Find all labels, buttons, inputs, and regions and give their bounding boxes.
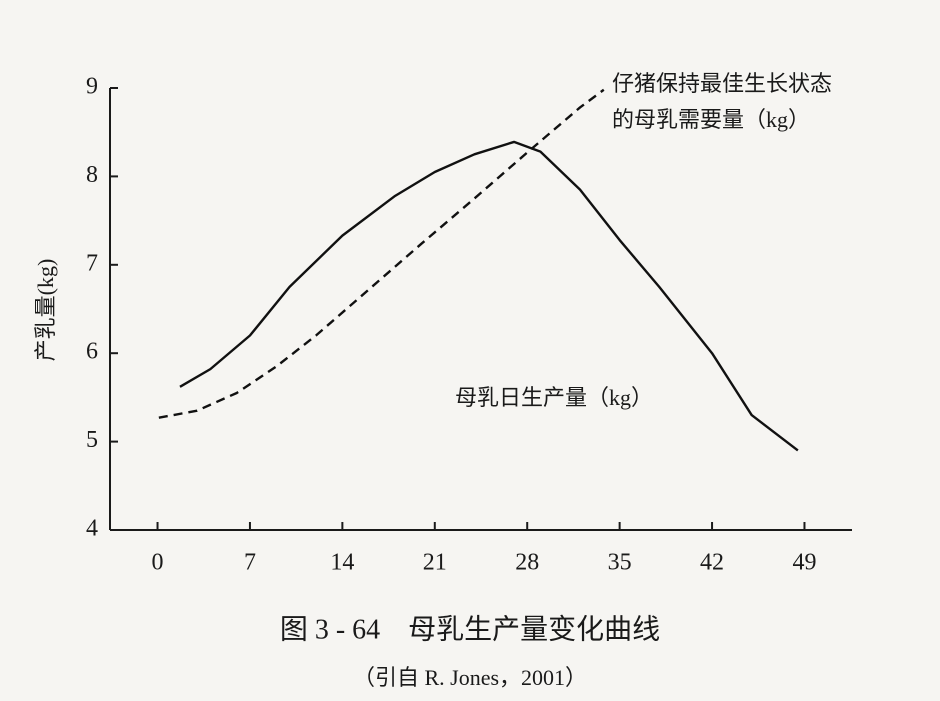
x-tick-label: 21 — [423, 550, 447, 576]
series-line — [179, 140, 799, 452]
x-tick-label: 49 — [792, 550, 816, 576]
y-tick-label: 4 — [86, 516, 98, 542]
x-tick-label: 7 — [244, 550, 256, 576]
y-tick-label: 7 — [86, 250, 98, 276]
source: （引自 R. Jones，2001） — [353, 665, 587, 690]
x-tick-label: 42 — [700, 550, 724, 576]
y-tick-label: 8 — [86, 162, 98, 188]
y-tick-label: 5 — [86, 427, 98, 453]
x-tick-label: 0 — [152, 550, 164, 576]
series-label: 母乳日生产量（kg） — [455, 385, 654, 410]
x-tick-label: 14 — [330, 550, 354, 576]
series-label: 仔猪保持最佳生长状态的母乳需要量（kg） — [612, 71, 833, 132]
caption: 图 3 - 64 母乳生产量变化曲线 — [280, 613, 660, 645]
x-tick-label: 35 — [608, 550, 632, 576]
y-axis-label: 产乳量(kg) — [33, 259, 58, 362]
x-tick-label: 28 — [515, 550, 539, 576]
series-line — [158, 88, 605, 419]
y-tick-label: 6 — [86, 339, 98, 365]
y-tick-label: 9 — [86, 74, 98, 100]
